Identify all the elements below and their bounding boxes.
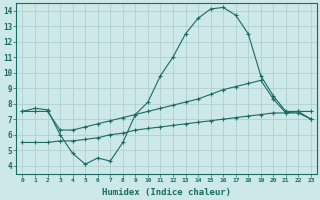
X-axis label: Humidex (Indice chaleur): Humidex (Indice chaleur) — [102, 188, 231, 197]
